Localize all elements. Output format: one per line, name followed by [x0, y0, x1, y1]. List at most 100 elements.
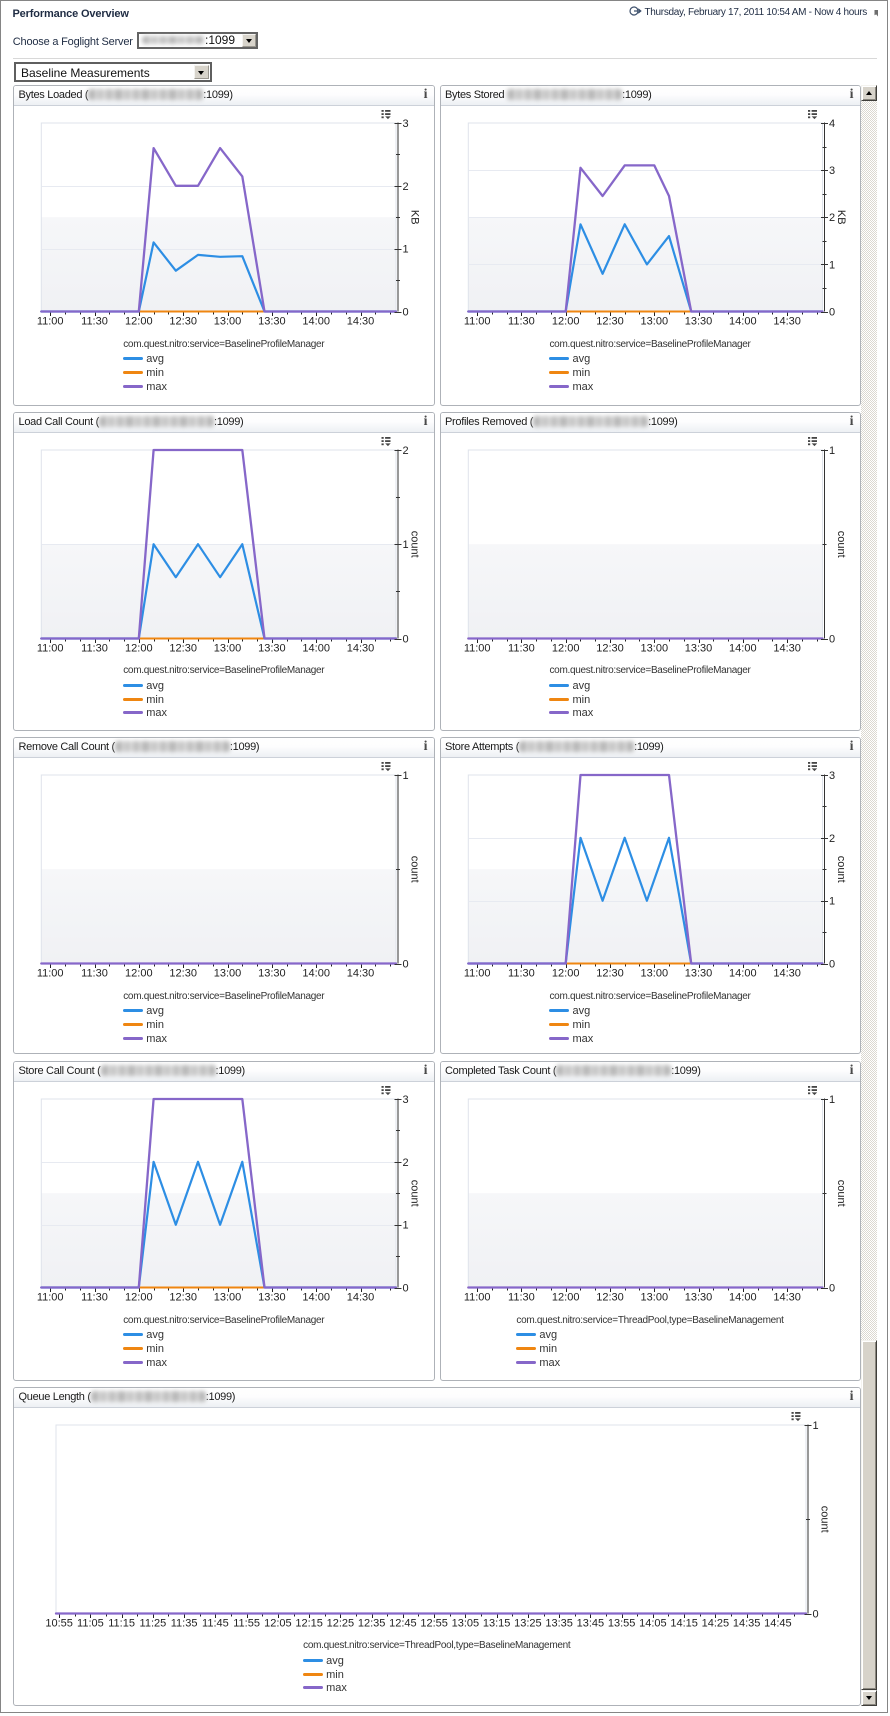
svg-text:14:30: 14:30	[347, 1292, 375, 1304]
svg-text:KB: KB	[835, 210, 847, 225]
svg-text:14:00: 14:00	[302, 642, 330, 654]
svg-text:1: 1	[829, 259, 835, 271]
svg-text:1: 1	[403, 539, 409, 551]
svg-text:14:30: 14:30	[347, 642, 375, 654]
svg-text:count: count	[409, 530, 421, 557]
svg-text:1: 1	[403, 770, 409, 782]
svg-text:12:15: 12:15	[295, 1617, 323, 1629]
svg-text:12:00: 12:00	[125, 642, 153, 654]
svg-text:11:30: 11:30	[508, 968, 535, 980]
svg-text:13:30: 13:30	[684, 316, 712, 328]
svg-text:1: 1	[829, 1094, 835, 1106]
svg-text:11:30: 11:30	[508, 1292, 535, 1304]
svg-text:count: count	[409, 856, 421, 883]
svg-text:11:30: 11:30	[81, 968, 108, 980]
svg-text:14:00: 14:00	[729, 316, 757, 328]
svg-text:0: 0	[403, 307, 409, 319]
svg-text:12:00: 12:00	[125, 968, 153, 980]
svg-text:12:00: 12:00	[551, 1292, 579, 1304]
svg-text:13:00: 13:00	[640, 968, 668, 980]
svg-text:12:35: 12:35	[358, 1617, 386, 1629]
svg-text:14:30: 14:30	[347, 316, 375, 328]
svg-text:13:00: 13:00	[640, 642, 668, 654]
svg-text:14:00: 14:00	[302, 968, 330, 980]
svg-text:12:00: 12:00	[551, 968, 579, 980]
svg-text:count: count	[409, 1180, 421, 1207]
svg-text:13:30: 13:30	[258, 1292, 286, 1304]
svg-text:4: 4	[829, 118, 835, 130]
svg-text:12:55: 12:55	[420, 1617, 448, 1629]
svg-text:12:30: 12:30	[596, 968, 624, 980]
svg-text:13:15: 13:15	[483, 1617, 511, 1629]
svg-text:13:00: 13:00	[214, 642, 242, 654]
svg-text:2: 2	[403, 1157, 409, 1169]
svg-text:13:30: 13:30	[258, 642, 286, 654]
svg-text:12:00: 12:00	[551, 642, 579, 654]
svg-text:0: 0	[403, 1283, 409, 1295]
svg-text:12:05: 12:05	[264, 1617, 292, 1629]
svg-text:11:00: 11:00	[463, 968, 490, 980]
svg-text:13:30: 13:30	[684, 968, 712, 980]
svg-text:13:00: 13:00	[214, 316, 242, 328]
svg-text:0: 0	[829, 1283, 835, 1295]
svg-text:12:00: 12:00	[125, 316, 153, 328]
svg-text:11:30: 11:30	[508, 316, 535, 328]
svg-text:13:30: 13:30	[684, 1292, 712, 1304]
svg-text:count: count	[819, 1505, 831, 1532]
svg-text:14:30: 14:30	[773, 642, 801, 654]
svg-text:12:30: 12:30	[169, 316, 197, 328]
svg-text:12:30: 12:30	[596, 316, 624, 328]
svg-text:14:30: 14:30	[773, 968, 801, 980]
svg-text:12:45: 12:45	[389, 1617, 417, 1629]
svg-text:2: 2	[403, 181, 409, 193]
svg-text:14:00: 14:00	[729, 1292, 757, 1304]
svg-text:13:55: 13:55	[608, 1617, 636, 1629]
svg-text:14:35: 14:35	[733, 1617, 761, 1629]
svg-text:13:00: 13:00	[214, 968, 242, 980]
svg-text:11:00: 11:00	[37, 316, 64, 328]
svg-text:13:05: 13:05	[452, 1617, 480, 1629]
svg-text:12:30: 12:30	[169, 968, 197, 980]
svg-text:0: 0	[829, 959, 835, 971]
svg-text:11:30: 11:30	[81, 642, 108, 654]
svg-text:11:15: 11:15	[108, 1617, 135, 1629]
svg-text:11:00: 11:00	[37, 642, 64, 654]
svg-text:11:00: 11:00	[37, 968, 64, 980]
svg-text:1: 1	[813, 1420, 819, 1432]
svg-text:count: count	[835, 1180, 847, 1207]
svg-text:3: 3	[403, 1094, 409, 1106]
svg-text:3: 3	[403, 118, 409, 130]
svg-text:14:15: 14:15	[670, 1617, 698, 1629]
svg-text:11:30: 11:30	[81, 316, 108, 328]
svg-text:13:30: 13:30	[684, 642, 712, 654]
svg-text:0: 0	[829, 307, 835, 319]
svg-text:2: 2	[403, 445, 409, 457]
svg-text:13:30: 13:30	[258, 316, 286, 328]
svg-text:11:00: 11:00	[37, 1292, 64, 1304]
svg-text:11:00: 11:00	[463, 642, 490, 654]
svg-text:0: 0	[813, 1608, 819, 1620]
svg-text:11:35: 11:35	[171, 1617, 198, 1629]
svg-text:3: 3	[829, 770, 835, 782]
svg-text:13:25: 13:25	[514, 1617, 542, 1629]
svg-text:12:30: 12:30	[596, 1292, 624, 1304]
svg-text:count: count	[835, 530, 847, 557]
svg-text:count: count	[835, 856, 847, 883]
svg-text:12:30: 12:30	[596, 642, 624, 654]
svg-text:13:00: 13:00	[640, 1292, 668, 1304]
svg-text:1: 1	[829, 445, 835, 457]
svg-text:KB: KB	[409, 210, 421, 225]
svg-text:14:00: 14:00	[729, 968, 757, 980]
svg-text:12:25: 12:25	[327, 1617, 355, 1629]
svg-text:1: 1	[403, 244, 409, 256]
svg-text:14:00: 14:00	[302, 316, 330, 328]
svg-text:13:00: 13:00	[640, 316, 668, 328]
svg-text:0: 0	[403, 633, 409, 645]
svg-text:11:25: 11:25	[140, 1617, 167, 1629]
svg-text:2: 2	[829, 212, 835, 224]
svg-text:11:00: 11:00	[463, 1292, 490, 1304]
svg-text:0: 0	[829, 633, 835, 645]
svg-text:13:30: 13:30	[258, 968, 286, 980]
svg-text:14:05: 14:05	[639, 1617, 667, 1629]
svg-text:1: 1	[829, 896, 835, 908]
